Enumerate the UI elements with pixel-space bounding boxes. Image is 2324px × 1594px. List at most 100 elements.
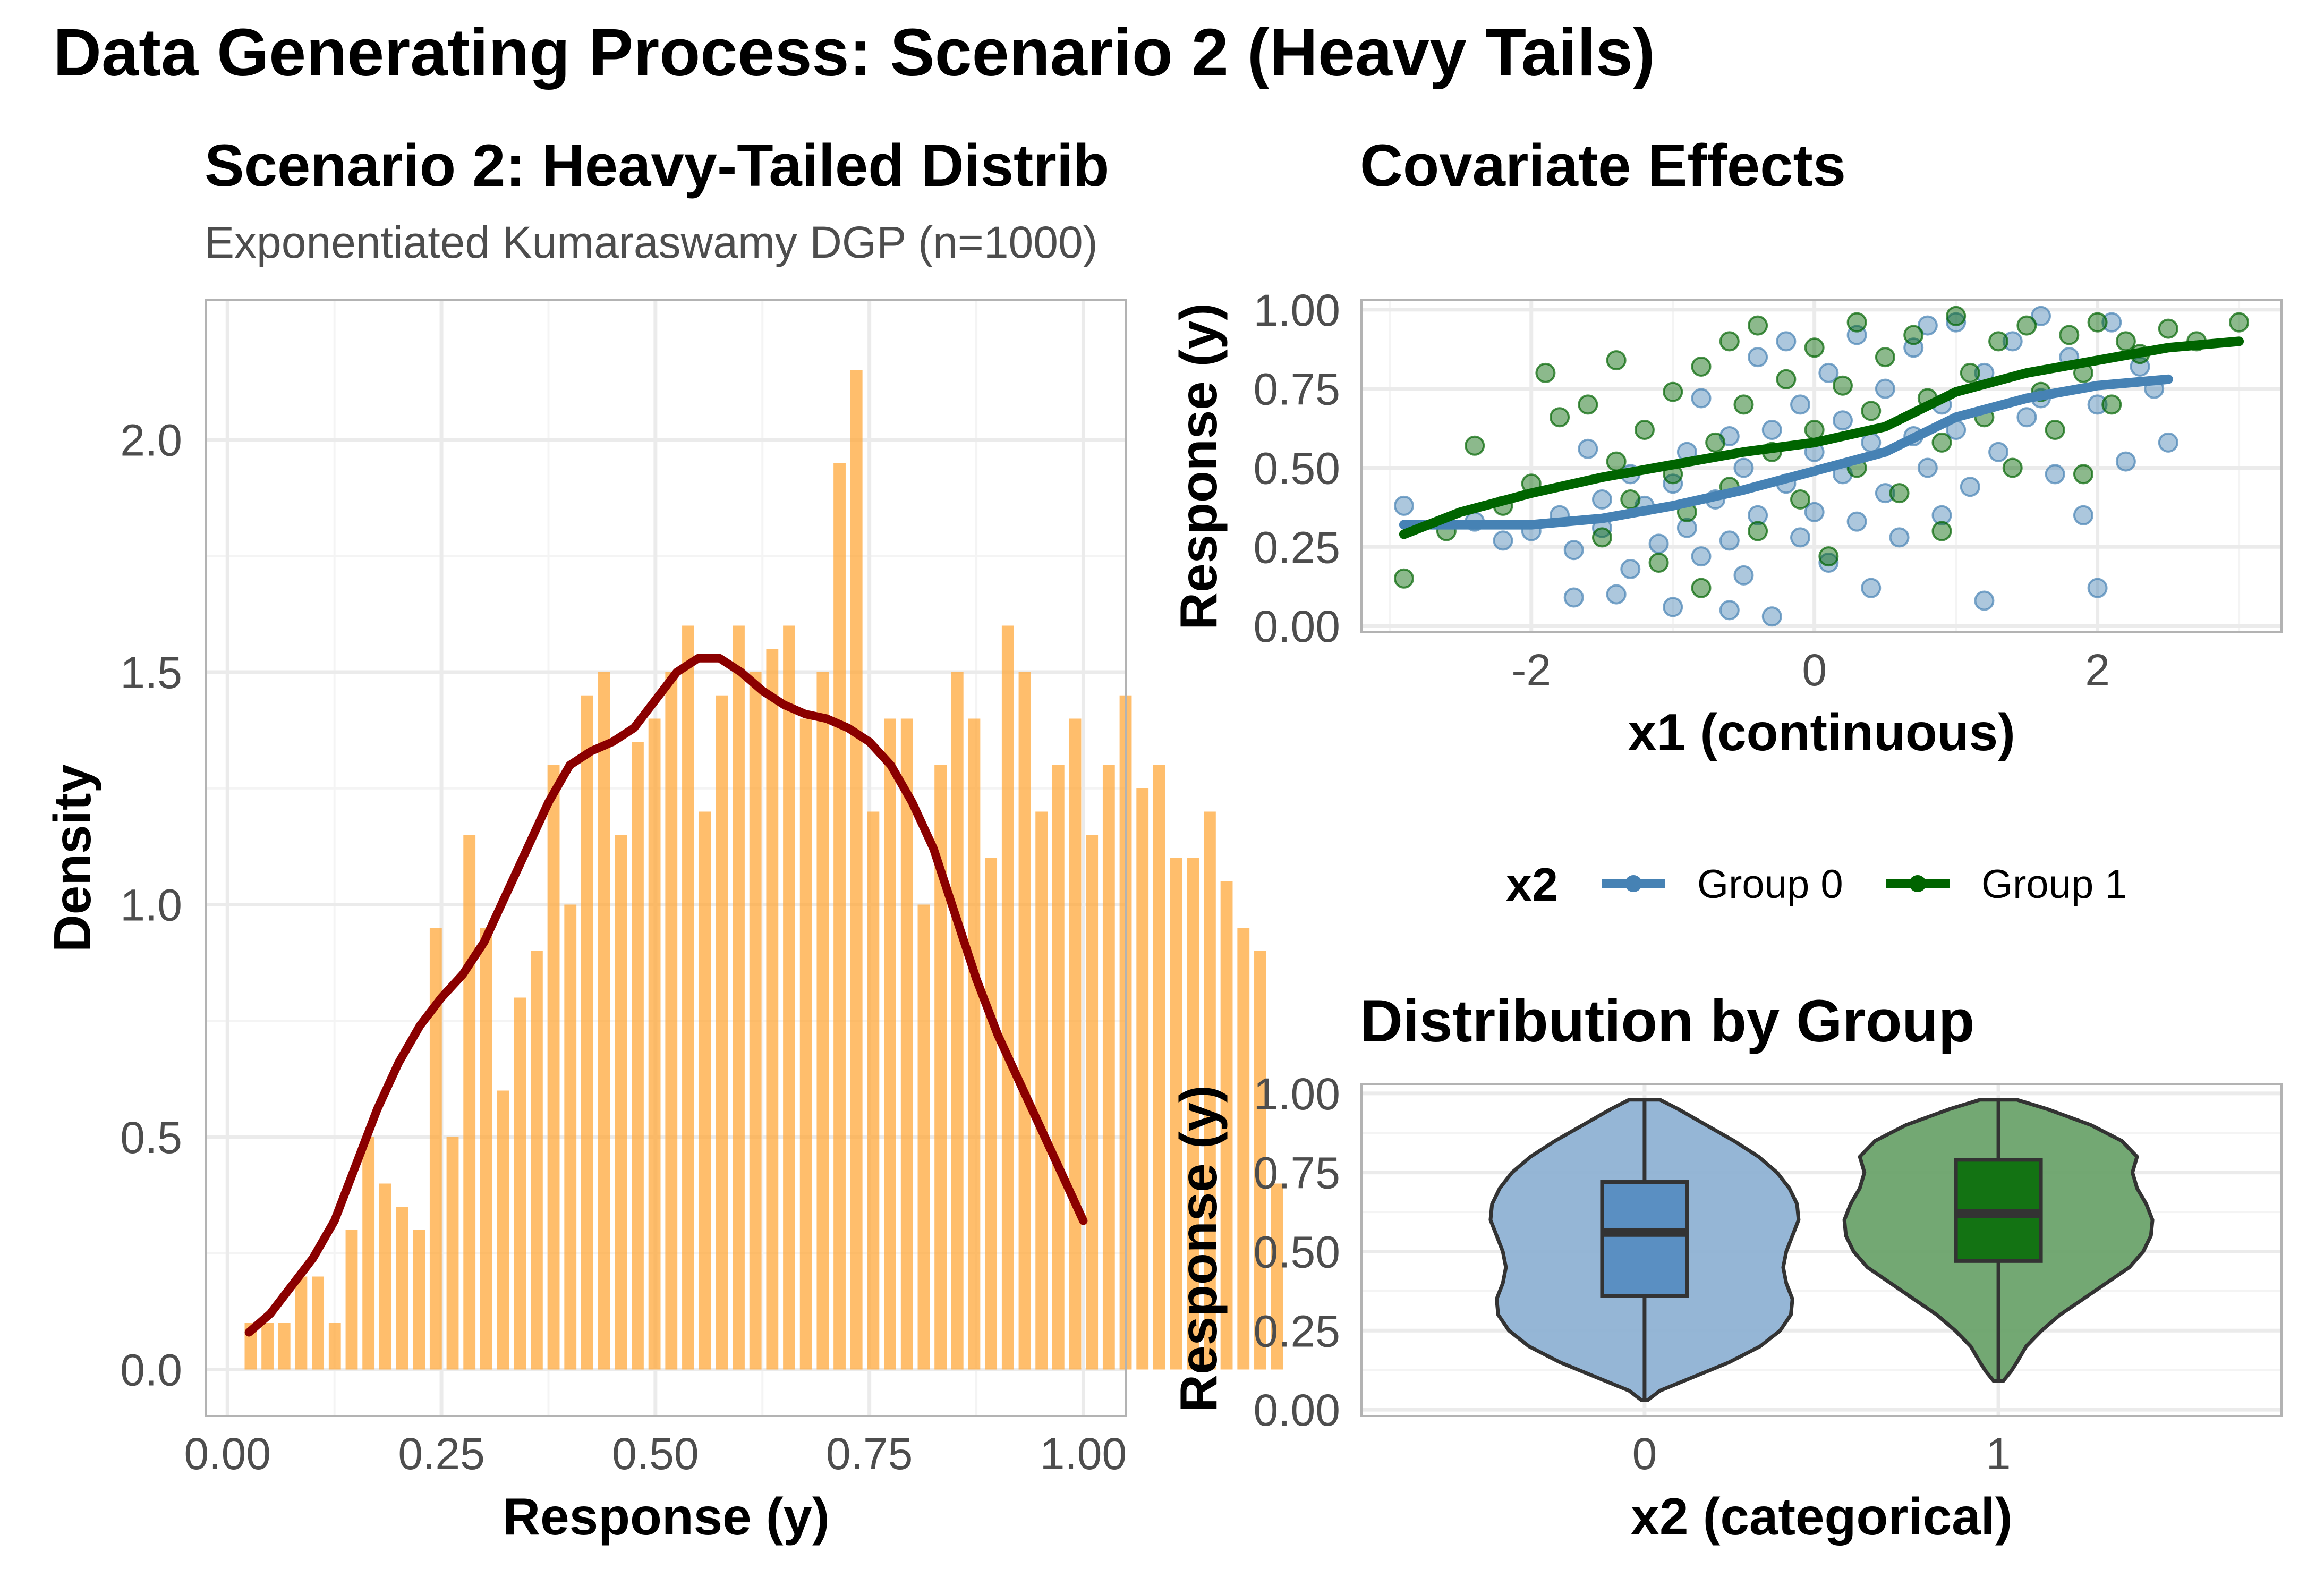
histogram-subtitle: Exponentiated Kumaraswamy DGP (n=1000) bbox=[205, 217, 1098, 267]
scatter-point-group-0 bbox=[1591, 489, 1612, 510]
scatter-y-axis-title: Response (y) bbox=[1169, 303, 1228, 630]
violin-x-axis-title: x2 (categorical) bbox=[1631, 1487, 2013, 1546]
scatter-point-group-1 bbox=[1988, 331, 2009, 352]
scatter-point-group-1 bbox=[2045, 420, 2065, 440]
scatter-point-group-1 bbox=[1733, 394, 1754, 415]
histogram-bar bbox=[766, 649, 779, 1370]
scatter-point-group-1 bbox=[1946, 306, 1967, 326]
histogram-bar bbox=[1271, 1183, 1283, 1370]
scatter-point-group-0 bbox=[1790, 527, 1811, 548]
scatter-point-group-0 bbox=[1563, 587, 1584, 608]
scatter-x-tick-label: 0 bbox=[1802, 645, 1827, 695]
scatter-point-group-0 bbox=[2115, 451, 2136, 472]
scatter-point-group-0 bbox=[1578, 438, 1598, 459]
scatter-point-group-0 bbox=[1988, 442, 2009, 462]
legend-point-group-1 bbox=[1909, 875, 1926, 892]
histogram-bar bbox=[749, 672, 762, 1370]
covariate-effects-panel: Covariate Effects -2 0 2 0.00 0.25 0.50 0.75 1.… bbox=[1169, 132, 2283, 761]
scatter-point-group-0 bbox=[1748, 347, 1768, 368]
scatter-point-group-1 bbox=[1606, 451, 1627, 472]
legend-label-group-1: Group 1 bbox=[1981, 862, 2127, 907]
scatter-point-group-1 bbox=[1748, 521, 1768, 541]
histogram-bar bbox=[968, 718, 981, 1370]
scatter-point-group-0 bbox=[2073, 505, 2093, 525]
violin-y-axis-title: Response (y) bbox=[1169, 1085, 1228, 1412]
violin-y-tick-label: 0.00 bbox=[1254, 1385, 1341, 1435]
histogram-bar bbox=[934, 765, 947, 1370]
legend-title: x2 bbox=[1506, 858, 1558, 911]
histogram-y-tick-label: 0.0 bbox=[120, 1345, 182, 1395]
scatter-point-group-1 bbox=[1846, 312, 1867, 333]
scatter-point-group-1 bbox=[2101, 394, 2122, 415]
density-curve bbox=[244, 654, 1088, 1337]
scatter-point-group-0 bbox=[1917, 457, 1938, 478]
scatter-point-group-1 bbox=[1960, 362, 1980, 383]
histogram-bar bbox=[396, 1207, 408, 1370]
histogram-x-tick-label: 0.75 bbox=[826, 1429, 913, 1479]
scatter-point-group-0 bbox=[2087, 394, 2108, 415]
histogram-bar bbox=[312, 1276, 325, 1370]
scatter-point-group-0 bbox=[1719, 530, 1740, 551]
scatter-point-group-0 bbox=[1563, 540, 1584, 561]
scatter-point-group-0 bbox=[1776, 331, 1797, 352]
scatter-point-group-1 bbox=[2158, 318, 2178, 339]
histogram-panel-border bbox=[205, 299, 1127, 1417]
scatter-point-group-0 bbox=[1719, 600, 1740, 621]
scatter-point-group-0 bbox=[1875, 483, 1895, 504]
violin-x-tick-label: 1 bbox=[1986, 1429, 2011, 1479]
scatter-point-group-1 bbox=[2115, 331, 2136, 352]
scatter-y-tick-label: 0.50 bbox=[1254, 443, 1341, 493]
violin-title: Distribution by Group bbox=[1360, 988, 1974, 1054]
scatter-point-group-0 bbox=[1790, 394, 1811, 415]
scatter-point-group-0 bbox=[1889, 527, 1910, 548]
scatter-point-group-1 bbox=[1620, 489, 1641, 510]
histogram-bar bbox=[900, 718, 913, 1370]
scatter-y-tick-label: 0.75 bbox=[1254, 364, 1341, 414]
histogram-bar bbox=[429, 928, 442, 1370]
scatter-point-group-0 bbox=[1691, 388, 1712, 409]
histogram-bar bbox=[783, 625, 795, 1370]
histogram-bar bbox=[295, 1276, 308, 1370]
histogram-bar bbox=[985, 858, 998, 1370]
histogram-bar bbox=[867, 811, 880, 1370]
scatter-point-group-0 bbox=[1620, 558, 1641, 579]
histogram-bar bbox=[480, 928, 492, 1370]
scatter-point-group-1 bbox=[2073, 464, 2093, 485]
scatter-point-group-0 bbox=[1818, 553, 1839, 573]
histogram-bar bbox=[1035, 811, 1048, 1370]
scatter-point-group-0 bbox=[1832, 410, 1853, 431]
histogram-bar bbox=[581, 695, 593, 1370]
histogram-bar bbox=[1102, 765, 1115, 1370]
scatter-point-group-1 bbox=[1634, 420, 1655, 440]
scatter-point-group-1 bbox=[1832, 375, 1853, 396]
scatter-point-group-1 bbox=[1465, 435, 1485, 456]
histogram-tick-labels: 0.00 0.25 0.50 0.75 1.00 0.0 0.5 1.0 1.5 2.0 bbox=[120, 416, 1127, 1479]
scatter-point-group-0 bbox=[1818, 362, 1839, 383]
histogram-bar bbox=[362, 1137, 375, 1370]
scatter-y-tick-label: 0.25 bbox=[1254, 522, 1341, 572]
scatter-point-group-1 bbox=[1578, 394, 1598, 415]
histogram-y-tick-label: 0.5 bbox=[120, 1113, 182, 1163]
scatter-point-group-1 bbox=[1818, 546, 1839, 567]
violin-shapes bbox=[1488, 1098, 2155, 1402]
histogram-bar bbox=[564, 904, 577, 1370]
histogram-bar bbox=[648, 718, 661, 1370]
scatter-point-group-0 bbox=[1761, 606, 1782, 627]
scatter-point-group-0 bbox=[1846, 511, 1867, 532]
violin-y-tick-label: 0.50 bbox=[1254, 1227, 1341, 1277]
scatter-point-group-0 bbox=[2002, 331, 2023, 352]
histogram-y-axis-title: Density bbox=[43, 764, 101, 952]
legend-key-group-0 bbox=[1602, 875, 1665, 892]
violin-tick-labels: 0.00 0.25 0.50 0.75 1.00 0 1 bbox=[1254, 1069, 2011, 1479]
histogram-bar bbox=[1254, 951, 1266, 1370]
scatter-point-group-0 bbox=[1676, 518, 1697, 538]
trend-line-group-1 bbox=[1399, 336, 2244, 539]
scatter-point-group-1 bbox=[1804, 337, 1825, 358]
scatter-point-group-0 bbox=[1648, 533, 1669, 554]
violin-panel-border bbox=[1360, 1083, 2283, 1417]
scatter-point-group-1 bbox=[2229, 312, 2250, 333]
histogram-x-tick-label: 1.00 bbox=[1040, 1429, 1127, 1479]
histogram-bar bbox=[345, 1230, 358, 1370]
histogram-x-tick-label: 0.00 bbox=[184, 1429, 271, 1479]
